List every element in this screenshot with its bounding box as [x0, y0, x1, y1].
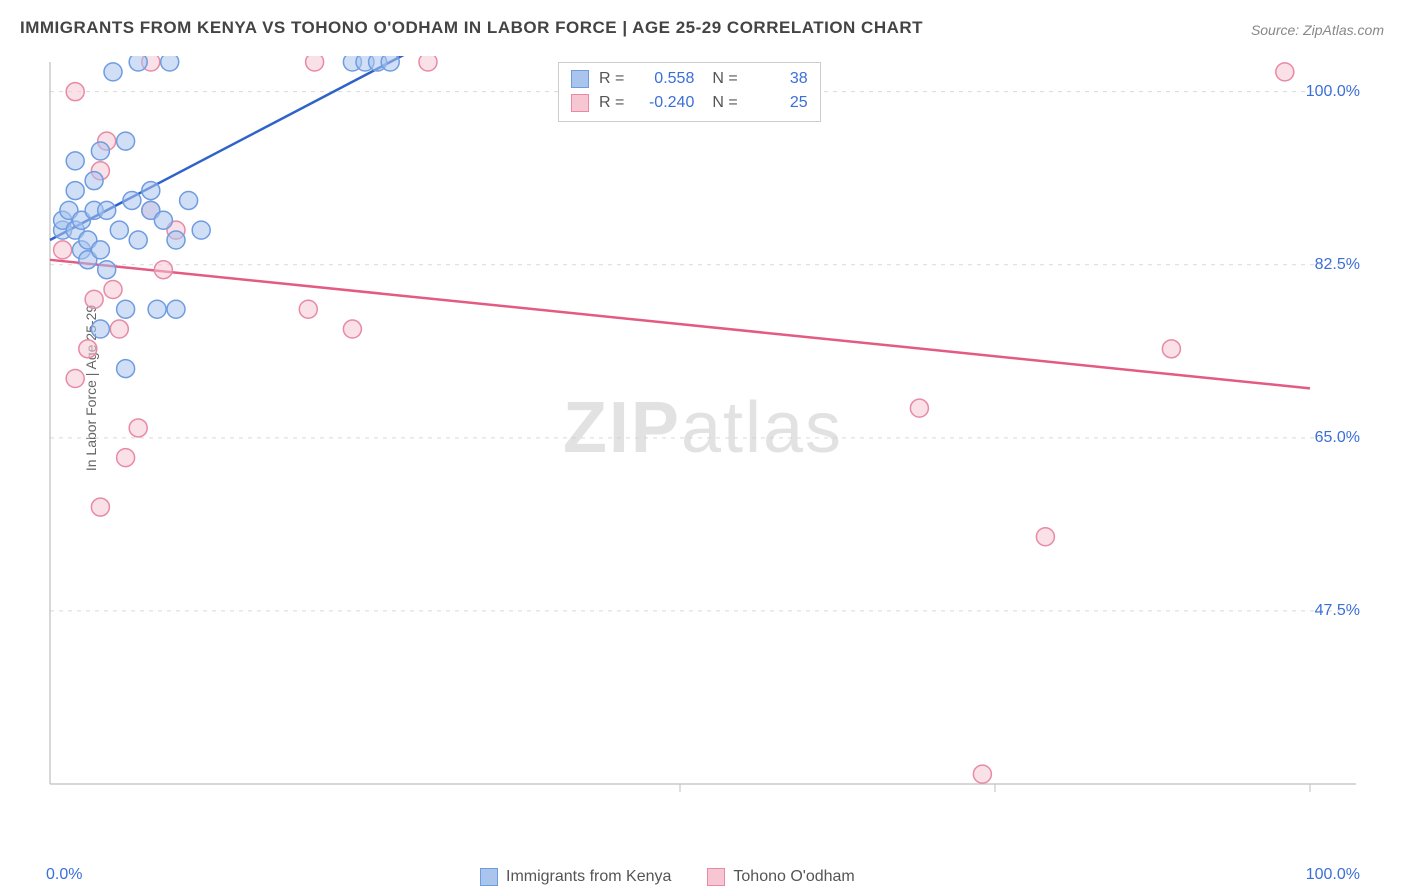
- x-axis-end-label: 100.0%: [1306, 866, 1360, 884]
- page-title: IMMIGRANTS FROM KENYA VS TOHONO O'ODHAM …: [20, 18, 923, 38]
- n-label: N =: [712, 67, 737, 91]
- y-tick-label: 82.5%: [1315, 256, 1360, 274]
- scatter-points: [54, 56, 1294, 783]
- legend-swatch-a: [571, 70, 589, 88]
- correlation-scatter-chart: [46, 56, 1360, 824]
- legend-row-a: R = 0.558 N = 38: [571, 67, 808, 91]
- r-value: -0.240: [634, 91, 694, 115]
- legend-swatch-b: [571, 94, 589, 112]
- r-label: R =: [599, 91, 624, 115]
- legend-series: Immigrants from Kenya Tohono O'odham: [480, 868, 855, 886]
- r-label: R =: [599, 67, 624, 91]
- legend-swatch-a: [480, 868, 498, 886]
- legend-item-b: Tohono O'odham: [707, 868, 854, 886]
- n-value: 25: [748, 91, 808, 115]
- legend-swatch-b: [707, 868, 725, 886]
- legend-label: Tohono O'odham: [733, 868, 854, 886]
- source-attribution: Source: ZipAtlas.com: [1251, 22, 1384, 38]
- legend-row-b: R = -0.240 N = 25: [571, 91, 808, 115]
- x-axis-origin-label: 0.0%: [46, 866, 82, 884]
- legend-correlation-box: R = 0.558 N = 38 R = -0.240 N = 25: [558, 62, 821, 122]
- legend-label: Immigrants from Kenya: [506, 868, 671, 886]
- r-value: 0.558: [634, 67, 694, 91]
- axes: [50, 62, 1356, 792]
- gridlines: [50, 92, 1356, 611]
- n-value: 38: [748, 67, 808, 91]
- y-tick-label: 47.5%: [1315, 602, 1360, 620]
- y-tick-label: 100.0%: [1306, 83, 1360, 101]
- n-label: N =: [712, 91, 737, 115]
- legend-item-a: Immigrants from Kenya: [480, 868, 671, 886]
- y-tick-label: 65.0%: [1315, 429, 1360, 447]
